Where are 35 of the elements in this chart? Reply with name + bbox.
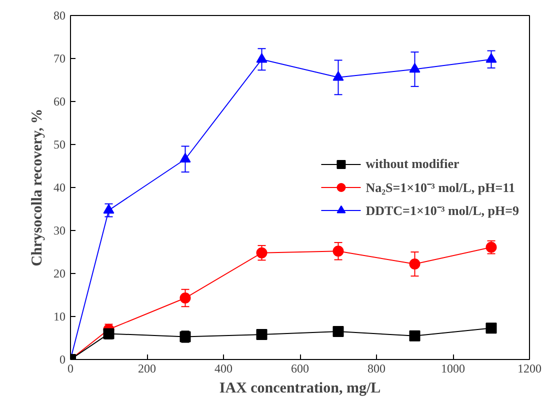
legend-label: Na₂S=1×10⁻³ mol/L, pH=11 — [366, 179, 515, 196]
x-tick-label: 400 — [214, 362, 232, 376]
y-tick-label: 80 — [54, 8, 66, 22]
point — [256, 247, 268, 258]
point — [256, 329, 268, 340]
x-tick-label: 200 — [138, 362, 156, 376]
point — [409, 258, 420, 270]
point — [332, 326, 344, 338]
legend-label: DDTC=1×10⁻³ mol/L, pH=9 — [366, 202, 519, 219]
y-tick-label: 70 — [54, 52, 66, 66]
x-tick-label: 800 — [368, 362, 386, 376]
point — [409, 62, 420, 73]
x-axis-title: IAX concentration, mg/L — [219, 380, 381, 396]
point — [332, 71, 344, 81]
legend-label: without modifier — [366, 156, 460, 172]
x-tick-label: 1000 — [441, 362, 465, 376]
point — [409, 330, 420, 342]
y-tick-label: 60 — [54, 94, 66, 108]
y-tick-label: 50 — [54, 138, 66, 152]
point — [332, 246, 344, 257]
y-tick-label: 20 — [54, 266, 66, 280]
y-tick-label: 30 — [54, 224, 66, 238]
y-tick-label: 10 — [54, 310, 66, 324]
point — [180, 292, 191, 304]
point — [103, 328, 114, 340]
point — [180, 152, 191, 163]
x-tick-label: 600 — [291, 362, 309, 376]
point — [486, 322, 497, 334]
point — [486, 53, 497, 63]
point — [103, 204, 114, 214]
point — [256, 53, 268, 63]
x-tick-label: 1200 — [518, 362, 542, 376]
y-tick-label: 40 — [54, 180, 66, 194]
y-axis-title: Chrysocolla recovery, % — [30, 108, 46, 266]
y-tick-label: 0 — [60, 352, 66, 366]
